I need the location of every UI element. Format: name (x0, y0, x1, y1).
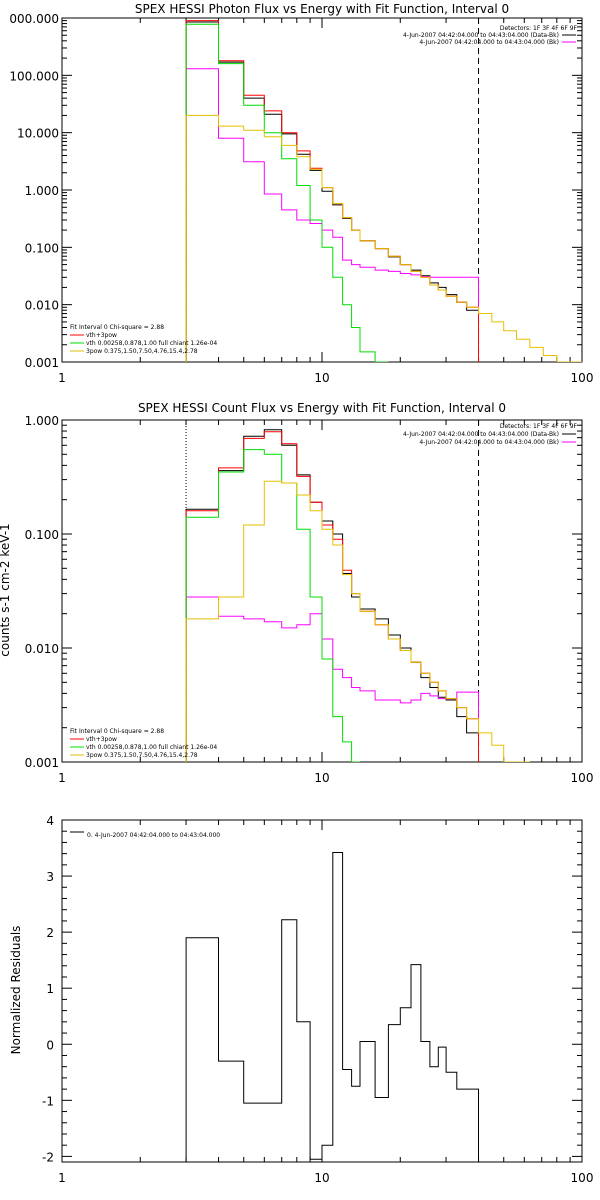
residuals-ylabel: Normalized Residuals (9, 926, 23, 1055)
count-flux-ylabel: counts s-1 cm-2 keV-1 (0, 523, 12, 656)
x-tick-label: 10 (314, 371, 329, 385)
x-tick-label: 1 (58, 1171, 66, 1185)
plot-frame (61, 419, 583, 763)
y-tick-label: -1 (42, 1094, 54, 1108)
legend-fit-interval: Fit Interval 0 Chi-square = 2.88 (70, 728, 164, 735)
y-tick-label: 100.000 (9, 69, 59, 83)
count-flux-title: SPEX HESSI Count Flux vs Energy with Fit… (138, 401, 506, 415)
series-group (185, 429, 530, 762)
y-tick-label: 3 (46, 870, 54, 884)
x-tick-label: 1 (58, 771, 66, 785)
y-tick-label: 2 (46, 926, 54, 940)
y-tick-label: 1.000 (25, 414, 59, 428)
y-tick-label: 0.010 (25, 642, 59, 656)
y-tick-label: 1 (46, 982, 54, 996)
y-tick-label: 000.000 (9, 12, 59, 26)
residuals-plot: 1 10 100 -2 -1 0 1 2 3 4 (42, 814, 593, 1185)
y-tick-label: -2 (42, 1150, 54, 1164)
legend-bk: 4-Jun-2007 04:42:04.000 to 04:43:04.000 … (419, 439, 559, 446)
series-group (185, 852, 479, 1162)
legend-data-bk: 4-Jun-2007 04:42:04.000 to 04:43:04.000 … (403, 32, 559, 39)
series-3pow (185, 114, 582, 362)
count-flux-legend-top: Detectors: 1F 3F 4F 6F 9F 4-Jun-2007 04:… (403, 423, 578, 446)
y-tick-label: 0.100 (25, 528, 59, 542)
photon-flux-legend-top: Detectors: 1F 3F 4F 6F 9F 4-Jun-2007 04:… (403, 25, 578, 46)
x-tick-label: 100 (571, 1171, 594, 1185)
legend-bk: 4-Jun-2007 04:42:04.000 to 04:43:04.000 … (419, 39, 559, 46)
series-group (185, 20, 582, 362)
series-vth (185, 23, 389, 362)
legend-vth-3pow: vth+3pow (86, 736, 117, 743)
y-tick-label: 0.001 (25, 356, 59, 370)
count-flux-plot: 1 10 100 0.001 0.010 0.100 1.000 (25, 414, 594, 785)
legend-fit-interval: Fit Interval 0 Chi-square = 2.88 (70, 324, 164, 331)
legend-residuals: 0. 4-Jun-2007 04:42:04.000 to 04:43:04.0… (87, 832, 220, 839)
plot-frame (61, 819, 583, 1163)
legend-3pow: 3pow 0.375,1.50,7.50,4.76,15.4,2.78 (86, 348, 198, 355)
y-tick-label: 1.000 (25, 184, 59, 198)
series-3pow (185, 480, 530, 762)
count-flux-legend-bottom: Fit Interval 0 Chi-square = 2.88 vth+3po… (70, 728, 217, 759)
series-bk (185, 68, 479, 362)
x-tick-label: 10 (314, 1171, 329, 1185)
residuals-panel: Normalized Residuals 1 10 100 -2 -1 0 1 2 3 4 0. … (9, 814, 593, 1185)
legend-vth: vth 0.00258,0.878,1.00 full chiant 1.26e… (86, 744, 217, 751)
x-tick-label: 100 (571, 771, 594, 785)
legend-data-bk: 4-Jun-2007 04:42:04.000 to 04:43:04.000 … (403, 431, 559, 438)
legend-detectors: Detectors: 1F 3F 4F 6F 9F (500, 423, 578, 430)
series-residual (185, 852, 479, 1162)
y-tick-label: 0 (46, 1038, 54, 1052)
photon-flux-panel: SPEX HESSI Photon Flux vs Energy with Fi… (9, 2, 593, 385)
x-tick-label: 1 (58, 371, 66, 385)
legend-detectors: Detectors: 1F 3F 4F 6F 9F (500, 25, 578, 32)
legend-3pow: 3pow 0.375,1.50,7.50,4.76,15.4,2.78 (86, 752, 198, 759)
legend-vth: vth 0.00258,0.878,1.00 full chiant 1.26e… (86, 340, 217, 347)
residuals-legend: 0. 4-Jun-2007 04:42:04.000 to 04:43:04.0… (87, 832, 220, 839)
legend-vth-3pow: vth+3pow (86, 332, 117, 339)
photon-flux-legend-bottom: Fit Interval 0 Chi-square = 2.88 vth+3po… (70, 324, 217, 355)
y-tick-label: 10.000 (17, 127, 59, 141)
x-tick-label: 100 (571, 371, 594, 385)
series-bk (185, 596, 479, 762)
y-tick-label: 4 (46, 814, 54, 828)
y-tick-label: 0.100 (25, 241, 59, 255)
count-flux-panel: SPEX HESSI Count Flux vs Energy with Fit… (0, 401, 593, 785)
y-tick-label: 0.010 (25, 299, 59, 313)
series-vth (185, 449, 360, 762)
photon-flux-title: SPEX HESSI Photon Flux vs Energy with Fi… (135, 2, 509, 16)
x-tick-label: 10 (314, 771, 329, 785)
y-tick-label: 0.001 (25, 756, 59, 770)
photon-flux-plot: 1 10 100 0.001 0.010 0.100 1.000 10.000 100.000 0… (9, 12, 593, 385)
